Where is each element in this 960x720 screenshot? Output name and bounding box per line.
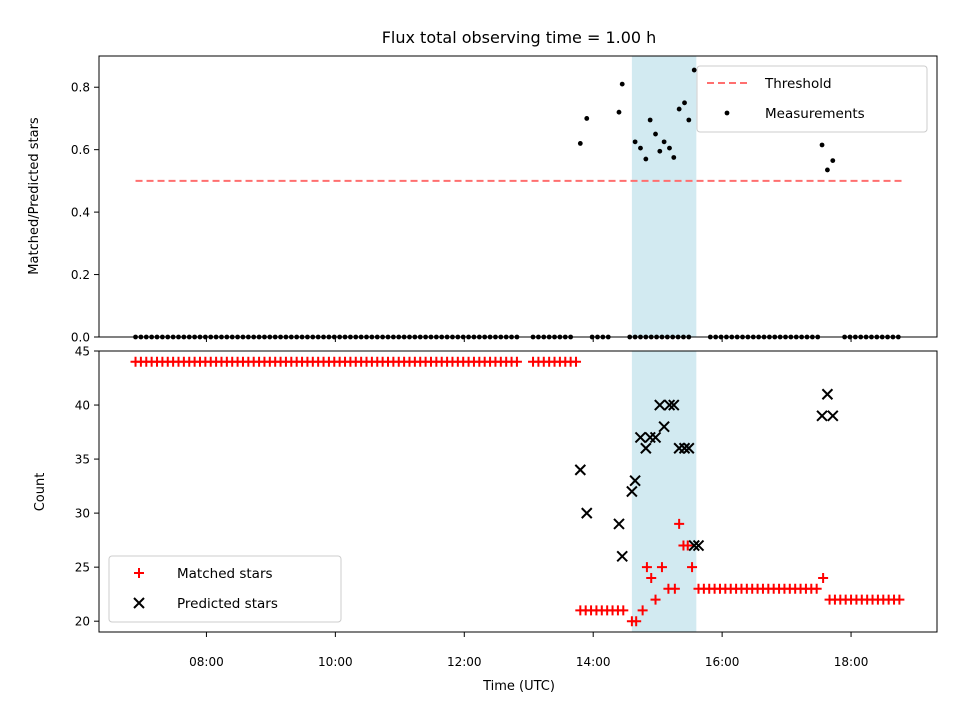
measurements-point xyxy=(819,142,825,148)
measurements-point xyxy=(577,141,583,146)
predicted-stars-point xyxy=(616,550,628,563)
measurements-point xyxy=(825,167,830,173)
legend-label: Threshold xyxy=(764,76,832,92)
matched-stars-point xyxy=(637,605,648,616)
measurements-point xyxy=(647,117,653,123)
plot-frame xyxy=(98,350,938,633)
x-tick-label: 18:00 xyxy=(834,655,869,669)
predicted-stars-point xyxy=(574,464,587,476)
matched-stars-point xyxy=(618,605,629,616)
measurements-point xyxy=(657,148,663,154)
legend-box xyxy=(108,555,342,623)
x-tick-label: 10:00 xyxy=(318,655,353,669)
x-tick-label: 08:00 xyxy=(189,655,224,669)
matched-stars-point xyxy=(650,594,661,605)
measurements-point xyxy=(632,139,638,145)
y-tick-label: 35 xyxy=(75,453,90,467)
top-panel: 0.0 0.2 0.4 0.6 0.8 Threshold Measurements xyxy=(71,55,938,345)
predicted-stars-point xyxy=(827,410,839,422)
predicted-stars-point xyxy=(678,442,691,454)
matched-stars-point xyxy=(894,594,905,605)
measurements-point xyxy=(661,139,667,145)
matched-stars-point xyxy=(656,562,667,573)
legend-swatch xyxy=(133,597,145,609)
x-axis-label: Time (UTC) xyxy=(482,679,555,694)
predicted-stars-point xyxy=(663,399,676,411)
observing-window-band xyxy=(631,351,697,632)
predicted-stars-point xyxy=(626,485,638,498)
predicted-stars-point xyxy=(613,518,625,530)
y-tick-label: 0.2 xyxy=(71,268,90,282)
legend: Threshold Measurements xyxy=(696,65,928,133)
matched-stars-point xyxy=(641,562,652,573)
matched-stars-point xyxy=(674,518,685,529)
y-tick-label: 0.8 xyxy=(71,81,90,95)
top-y-axis-label: Matched/Predicted stars xyxy=(27,117,42,275)
measurements-point xyxy=(616,109,622,115)
measurements-point xyxy=(643,156,649,162)
predicted-stars-point xyxy=(668,399,680,411)
matched-stars-point xyxy=(571,356,582,367)
measurements-point xyxy=(667,145,672,151)
y-tick-label: 30 xyxy=(75,507,90,521)
x-tick-label: 16:00 xyxy=(705,655,740,669)
y-tick-label: 0.0 xyxy=(71,331,90,345)
matched-stars-point xyxy=(818,572,829,583)
measurements-point xyxy=(619,81,625,87)
y-tick-label: 40 xyxy=(75,399,90,413)
predicted-stars-point xyxy=(629,474,641,487)
measurements-point xyxy=(691,67,697,73)
y-tick-label: 20 xyxy=(75,615,90,629)
measurements-point xyxy=(682,100,687,106)
x-tick-label: 12:00 xyxy=(447,655,482,669)
measurements-point xyxy=(830,158,836,163)
measurements-point xyxy=(584,116,590,121)
matched-stars-point xyxy=(631,616,642,627)
predicted-stars-point xyxy=(821,388,834,400)
matched-stars-point xyxy=(687,562,698,573)
y-tick-label: 0.6 xyxy=(71,143,90,157)
predicted-stars-point xyxy=(658,420,670,433)
legend-label: Predicted stars xyxy=(177,596,278,612)
legend-label: Matched stars xyxy=(177,566,273,582)
matched-stars-point xyxy=(682,540,693,551)
predicted-stars-point xyxy=(581,507,593,519)
plot-frame xyxy=(98,55,938,338)
legend: Matched stars Predicted stars xyxy=(108,555,342,623)
predicted-stars-point xyxy=(688,539,700,552)
legend-swatch xyxy=(724,110,730,116)
predicted-stars-point xyxy=(640,442,652,454)
y-tick-label: 45 xyxy=(75,345,90,359)
measurements-point xyxy=(653,131,658,137)
legend-swatch xyxy=(134,568,144,578)
matched-stars-point xyxy=(646,572,657,583)
measurements-point xyxy=(671,155,677,160)
predicted-stars-point xyxy=(634,431,647,444)
chart-title: Flux total observing time = 1.00 h xyxy=(382,28,657,47)
y-tick-label: 25 xyxy=(75,561,90,575)
matched-stars-point xyxy=(669,583,680,594)
predicted-stars-point xyxy=(816,410,828,422)
predicted-stars-point xyxy=(654,399,666,411)
predicted-stars-point xyxy=(692,539,705,552)
legend-box xyxy=(696,65,928,133)
bottom-panel: 20 25 30 35 40 45 08:00 10:00 12:00 14:00 16:00 18:… xyxy=(75,345,938,669)
y-tick-label: 0.4 xyxy=(71,206,90,220)
measurements-point xyxy=(676,106,682,112)
bottom-y-axis-label: Count xyxy=(33,473,48,512)
predicted-stars-point xyxy=(683,442,695,454)
legend-label: Measurements xyxy=(765,106,865,122)
x-tick-label: 14:00 xyxy=(576,655,611,669)
observing-window-band xyxy=(631,56,697,337)
predicted-stars-point xyxy=(649,431,662,444)
measurements-point xyxy=(638,145,643,151)
matched-stars-point xyxy=(511,356,522,367)
measurements-point xyxy=(686,117,692,123)
matched-stars-point xyxy=(811,583,822,594)
